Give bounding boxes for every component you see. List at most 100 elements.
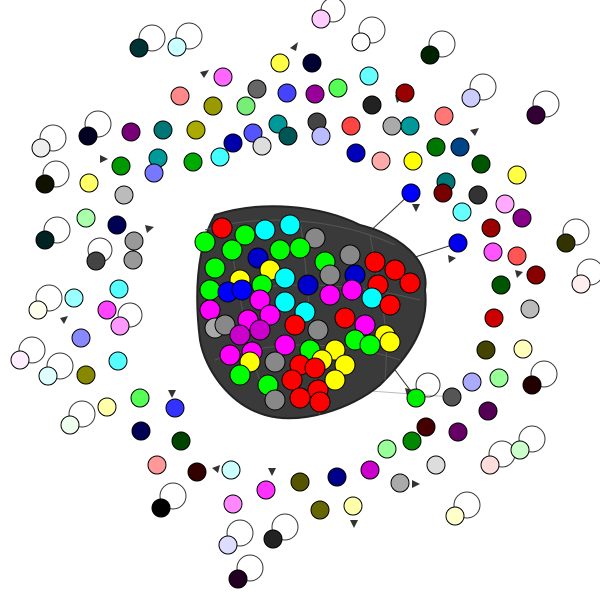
- node: [38, 366, 58, 386]
- node: [263, 529, 283, 549]
- node: [252, 136, 272, 156]
- node: [507, 165, 527, 185]
- node: [76, 365, 96, 385]
- node: [194, 231, 216, 253]
- node: [461, 88, 481, 108]
- node: [249, 289, 271, 311]
- node: [379, 331, 401, 353]
- node: [183, 152, 203, 172]
- node: [129, 38, 149, 58]
- node: [264, 351, 286, 373]
- node: [153, 120, 173, 140]
- node: [234, 224, 256, 246]
- self-loop: [43, 216, 71, 244]
- arrowhead: [412, 480, 420, 488]
- self-loop: [469, 73, 497, 101]
- node: [279, 214, 301, 236]
- node: [384, 259, 406, 281]
- node: [307, 319, 329, 341]
- node: [507, 246, 527, 266]
- node: [491, 275, 511, 295]
- node: [165, 398, 185, 418]
- node: [476, 340, 496, 360]
- node: [310, 500, 330, 520]
- self-loop: [562, 218, 590, 246]
- cluster-nodes: [194, 214, 421, 413]
- node: [343, 496, 363, 516]
- node: [399, 272, 421, 294]
- node: [520, 299, 540, 319]
- node: [186, 120, 206, 140]
- node: [420, 45, 440, 65]
- self-loop: [532, 90, 560, 118]
- node: [513, 339, 533, 359]
- self-loop: [226, 519, 254, 547]
- node: [433, 183, 453, 203]
- self-loop: [453, 491, 481, 519]
- node: [187, 462, 207, 482]
- node: [223, 494, 243, 514]
- node: [199, 279, 221, 301]
- self-loop: [358, 16, 386, 44]
- node: [270, 53, 290, 73]
- node: [351, 32, 371, 52]
- arrowhead: [212, 465, 220, 473]
- node: [382, 116, 402, 136]
- node: [124, 231, 144, 251]
- node: [97, 397, 117, 417]
- self-loop: [35, 284, 63, 312]
- node: [219, 344, 241, 366]
- node: [249, 319, 271, 341]
- node: [304, 357, 326, 379]
- node: [359, 334, 381, 356]
- node: [364, 251, 386, 273]
- node: [110, 316, 130, 336]
- node: [571, 274, 591, 294]
- node: [309, 391, 331, 413]
- node: [167, 37, 187, 57]
- node: [484, 308, 504, 328]
- node: [97, 300, 117, 320]
- node: [71, 328, 91, 348]
- node: [289, 387, 311, 409]
- arrowhead: [145, 225, 154, 233]
- arrowhead: [448, 255, 456, 263]
- node: [290, 472, 310, 492]
- node: [401, 183, 421, 203]
- self-loop: [68, 400, 96, 428]
- node: [203, 96, 223, 116]
- node: [107, 215, 127, 235]
- node: [108, 351, 128, 371]
- node: [236, 96, 256, 116]
- node: [302, 53, 322, 73]
- node: [450, 137, 470, 157]
- node: [361, 287, 383, 309]
- node: [109, 279, 129, 299]
- node: [360, 460, 380, 480]
- node: [170, 86, 190, 106]
- node: [281, 369, 303, 391]
- arrowhead: [60, 316, 68, 324]
- node: [211, 217, 233, 239]
- node: [442, 387, 462, 407]
- node: [284, 314, 306, 336]
- node: [114, 185, 134, 205]
- node: [341, 116, 361, 136]
- node: [78, 126, 98, 146]
- node: [247, 79, 267, 99]
- node: [480, 455, 500, 475]
- node: [254, 219, 276, 241]
- node: [229, 324, 251, 346]
- node: [416, 417, 436, 437]
- self-loop: [84, 110, 112, 138]
- self-loop: [518, 425, 546, 453]
- self-loop: [42, 160, 70, 188]
- node: [512, 208, 532, 228]
- node: [406, 388, 426, 408]
- node: [481, 218, 501, 238]
- node: [328, 78, 348, 98]
- node: [319, 264, 341, 286]
- node: [319, 284, 341, 306]
- node: [324, 369, 346, 391]
